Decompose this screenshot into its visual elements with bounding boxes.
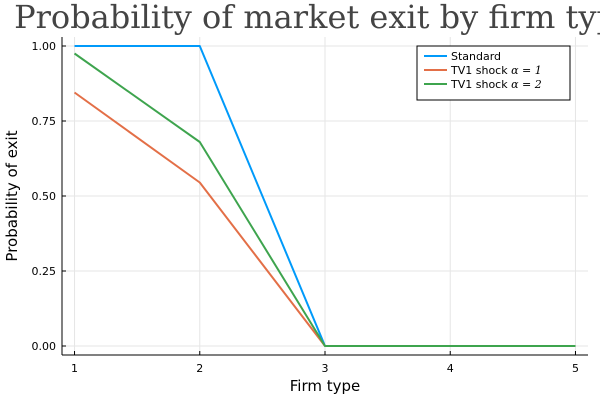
x-tick-label: 3	[322, 362, 329, 375]
y-tick-label: 1.00	[32, 40, 57, 53]
ticks: 1 2 3 4 5 0.00 0.25 0.50 0.75 1.00	[32, 40, 579, 375]
chart-title: Probability of market exit by firm type	[14, 0, 600, 36]
x-tick-label: 1	[71, 362, 78, 375]
y-tick-label: 0.00	[32, 340, 57, 353]
legend-label: TV1 shock α = 1	[450, 64, 542, 77]
legend-label: Standard	[451, 50, 501, 63]
legend-label-text: TV1 shock	[450, 78, 511, 91]
legend-label-text: TV1 shock	[450, 64, 511, 77]
series-group	[73, 45, 576, 347]
y-tick-label: 0.75	[32, 115, 57, 128]
legend-box	[416, 45, 571, 101]
series-line-3	[73, 52, 576, 347]
x-tick-label: 2	[196, 362, 203, 375]
legend-label-math: α = 1	[511, 64, 542, 77]
legend-label-text: Standard	[451, 50, 501, 63]
x-tick-label: 5	[572, 362, 579, 375]
y-axis-label: Probability of exit	[3, 130, 21, 261]
y-tick-label: 0.50	[32, 190, 57, 203]
y-tick-label: 0.25	[32, 265, 57, 278]
legend-label-math: α = 2	[511, 78, 542, 91]
x-tick-label: 4	[447, 362, 454, 375]
legend-label: TV1 shock α = 2	[450, 78, 542, 91]
x-axis-label: Firm type	[290, 377, 361, 395]
